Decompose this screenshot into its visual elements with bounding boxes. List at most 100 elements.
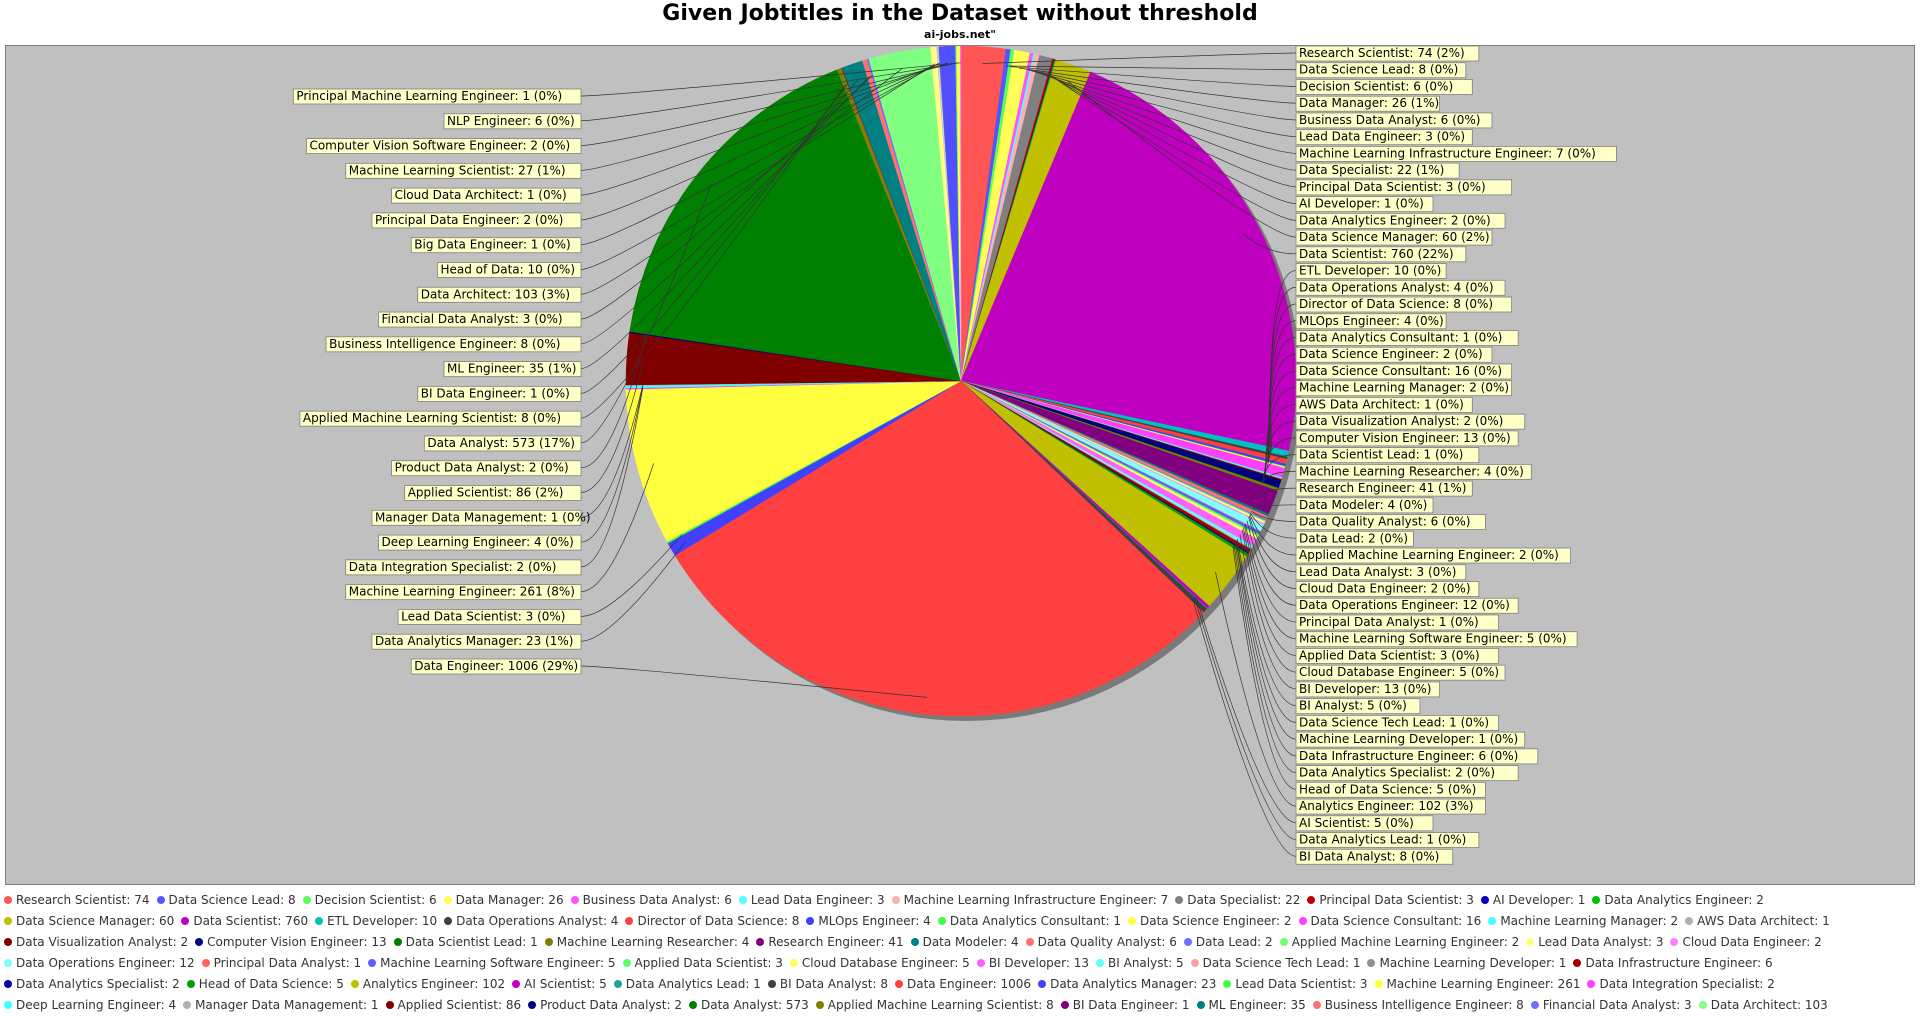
legend-item-data-analytics-specialist[interactable]: Data Analytics Specialist: 2 — [4, 974, 180, 995]
slice-label-text: Data Modeler: 4 (0%) — [1299, 498, 1427, 512]
leader-line — [1242, 233, 1297, 255]
legend-item-data-analytics-consultant[interactable]: Data Analytics Consultant: 1 — [937, 911, 1121, 932]
legend-item-aws-data-architect[interactable]: AWS Data Architect: 1 — [1685, 911, 1830, 932]
legend-swatch — [393, 938, 402, 946]
legend-item-data-science-lead[interactable]: Data Science Lead: 8 — [156, 890, 296, 911]
legend-item-principal-data-analyst[interactable]: Principal Data Analyst: 1 — [201, 953, 361, 974]
legend-item-machine-learning-engineer[interactable]: Machine Learning Engineer: 261 — [1374, 974, 1580, 995]
legend-item-data-modeler[interactable]: Data Modeler: 4 — [910, 932, 1019, 953]
legend-label: Machine Learning Developer: 1 — [1379, 956, 1567, 970]
slice-label-text: Cloud Data Engineer: 2 (0%) — [1299, 582, 1471, 596]
slice-label-text: AI Scientist: 5 (0%) — [1299, 816, 1414, 830]
leader-line — [1192, 599, 1297, 857]
slice-label-research-engineer: Research Engineer: 41 (1%) — [1295, 480, 1473, 497]
slice-label-product-data-analyst: Product Data Analyst: 2 (0%) — [391, 460, 582, 477]
legend-item-bi-data-analyst[interactable]: BI Data Analyst: 8 — [767, 974, 888, 995]
legend-item-data-engineer[interactable]: Data Engineer: 1006 — [894, 974, 1031, 995]
legend-item-applied-machine-learning-scientist[interactable]: Applied Machine Learning Scientist: 8 — [815, 995, 1054, 1016]
legend-item-data-infrastructure-engineer[interactable]: Data Infrastructure Engineer: 6 — [1573, 953, 1773, 974]
legend-item-business-intelligence-engineer[interactable]: Business Intelligence Engineer: 8 — [1312, 995, 1524, 1016]
slice-label-text: Data Analytics Manager: 23 (1%) — [375, 634, 574, 648]
legend-item-data-operations-analyst[interactable]: Data Operations Analyst: 4 — [444, 911, 618, 932]
legend-item-applied-data-scientist[interactable]: Applied Data Scientist: 3 — [622, 953, 783, 974]
legend-item-computer-vision-engineer[interactable]: Computer Vision Engineer: 13 — [195, 932, 387, 953]
legend-item-data-science-engineer[interactable]: Data Science Engineer: 2 — [1127, 911, 1292, 932]
legend-item-machine-learning-infrastructure-engineer[interactable]: Machine Learning Infrastructure Engineer… — [891, 890, 1168, 911]
slice-label-box — [1295, 714, 1499, 731]
legend-item-director-of-data-science[interactable]: Director of Data Science: 8 — [625, 911, 799, 932]
leader-line — [1050, 75, 1297, 221]
slice-label-data-operations-engineer: Data Operations Engineer: 12 (0%) — [1295, 597, 1519, 614]
legend-swatch — [738, 896, 747, 904]
legend-item-data-integration-specialist[interactable]: Data Integration Specialist: 2 — [1587, 974, 1775, 995]
slice-label-text: Lead Data Analyst: 3 (0%) — [1299, 565, 1456, 579]
pie-slice-principal-machine-learning-engineer[interactable] — [960, 46, 962, 382]
legend-swatch — [544, 938, 553, 946]
slice-label-box — [1295, 380, 1513, 397]
legend-item-mlops-engineer[interactable]: MLOps Engineer: 4 — [806, 911, 931, 932]
legend-item-data-architect[interactable]: Data Architect: 103 — [1698, 995, 1828, 1016]
slice-label-box — [1295, 514, 1486, 530]
legend-item-data-analytics-engineer[interactable]: Data Analytics Engineer: 2 — [1592, 890, 1764, 911]
legend-item-data-scientist-lead[interactable]: Data Scientist Lead: 1 — [393, 932, 538, 953]
legend-item-deep-learning-engineer[interactable]: Deep Learning Engineer: 4 — [4, 995, 176, 1016]
legend-item-research-engineer[interactable]: Research Engineer: 41 — [756, 932, 904, 953]
legend-item-analytics-engineer[interactable]: Analytics Engineer: 102 — [350, 974, 505, 995]
pie-slice-machine-learning-engineer[interactable] — [625, 380, 962, 542]
slice-label-box — [1295, 480, 1473, 497]
slice-label-data-analytics-manager: Data Analytics Manager: 23 (1%) — [371, 633, 582, 650]
leader-line — [1019, 67, 1297, 104]
legend-item-machine-learning-developer[interactable]: Machine Learning Developer: 1 — [1367, 953, 1566, 974]
legend-item-principal-data-scientist[interactable]: Principal Data Scientist: 3 — [1307, 890, 1474, 911]
legend-swatch — [183, 1001, 192, 1009]
legend-item-cloud-data-engineer[interactable]: Cloud Data Engineer: 2 — [1670, 932, 1822, 953]
slice-label-applied-machine-learning-scientist: Applied Machine Learning Scientist: 8 (0… — [299, 410, 582, 427]
legend-item-data-science-consultant[interactable]: Data Science Consultant: 16 — [1298, 911, 1481, 932]
legend-item-data-operations-engineer[interactable]: Data Operations Engineer: 12 — [4, 953, 195, 974]
legend-item-lead-data-analyst[interactable]: Lead Data Analyst: 3 — [1526, 932, 1663, 953]
legend-item-applied-machine-learning-engineer[interactable]: Applied Machine Learning Engineer: 2 — [1279, 932, 1519, 953]
pie-slice-data-analyst[interactable] — [629, 69, 962, 382]
legend-item-lead-data-engineer[interactable]: Lead Data Engineer: 3 — [738, 890, 885, 911]
legend-swatch — [4, 896, 12, 904]
legend-label: Data Integration Specialist: 2 — [1599, 977, 1775, 991]
legend-item-ai-scientist[interactable]: AI Scientist: 5 — [512, 974, 607, 995]
slice-label-data-science-tech-lead: Data Science Tech Lead: 1 (0%) — [1295, 714, 1499, 731]
legend-item-product-data-analyst[interactable]: Product Data Analyst: 2 — [528, 995, 682, 1016]
legend-item-research-scientist[interactable]: Research Scientist: 74 — [4, 890, 150, 911]
legend-item-etl-developer[interactable]: ETL Developer: 10 — [315, 911, 437, 932]
legend-label: Research Engineer: 41 — [768, 935, 904, 949]
legend-item-ai-developer[interactable]: AI Developer: 1 — [1480, 890, 1585, 911]
legend-item-data-specialist[interactable]: Data Specialist: 22 — [1175, 890, 1300, 911]
legend-item-data-quality-analyst[interactable]: Data Quality Analyst: 6 — [1025, 932, 1177, 953]
legend-swatch — [302, 896, 311, 904]
legend-item-data-science-manager[interactable]: Data Science Manager: 60 — [4, 911, 174, 932]
legend-item-bi-data-engineer[interactable]: BI Data Engineer: 1 — [1060, 995, 1190, 1016]
legend-item-data-lead[interactable]: Data Lead: 2 — [1183, 932, 1273, 953]
legend-item-financial-data-analyst[interactable]: Financial Data Analyst: 3 — [1530, 995, 1692, 1016]
slice-label-box — [371, 212, 582, 229]
legend-item-manager-data-management[interactable]: Manager Data Management: 1 — [183, 995, 379, 1016]
pie-slice-data-engineer[interactable] — [674, 380, 1204, 717]
legend-item-data-analytics-lead[interactable]: Data Analytics Lead: 1 — [613, 974, 761, 995]
legend-item-business-data-analyst[interactable]: Business Data Analyst: 6 — [570, 890, 732, 911]
legend-item-ml-engineer[interactable]: ML Engineer: 35 — [1196, 995, 1306, 1016]
legend-item-bi-analyst[interactable]: BI Analyst: 5 — [1096, 953, 1184, 974]
legend-item-data-analytics-manager[interactable]: Data Analytics Manager: 23 — [1038, 974, 1216, 995]
slice-label-text: Decision Scientist: 6 (0%) — [1299, 79, 1453, 93]
legend-item-data-science-tech-lead[interactable]: Data Science Tech Lead: 1 — [1190, 953, 1360, 974]
legend-item-machine-learning-software-engineer[interactable]: Machine Learning Software Engineer: 5 — [368, 953, 616, 974]
legend-item-cloud-database-engineer[interactable]: Cloud Database Engineer: 5 — [789, 953, 970, 974]
legend-item-data-analyst[interactable]: Data Analyst: 573 — [689, 995, 809, 1016]
legend-item-bi-developer[interactable]: BI Developer: 13 — [976, 953, 1089, 974]
legend-item-data-scientist[interactable]: Data Scientist: 760 — [181, 911, 308, 932]
legend-item-lead-data-scientist[interactable]: Lead Data Scientist: 3 — [1223, 974, 1368, 995]
legend-item-applied-scientist[interactable]: Applied Scientist: 86 — [385, 995, 521, 1016]
legend-item-decision-scientist[interactable]: Decision Scientist: 6 — [302, 890, 437, 911]
legend-item-machine-learning-manager[interactable]: Machine Learning Manager: 2 — [1488, 911, 1678, 932]
legend-item-data-manager[interactable]: Data Manager: 26 — [443, 890, 564, 911]
legend-item-machine-learning-researcher[interactable]: Machine Learning Researcher: 4 — [544, 932, 749, 953]
slice-label-text: Cloud Database Engineer: 5 (0%) — [1299, 665, 1499, 679]
legend-item-data-visualization-analyst[interactable]: Data Visualization Analyst: 2 — [4, 932, 188, 953]
legend-item-head-of-data-science[interactable]: Head of Data Science: 5 — [186, 974, 344, 995]
